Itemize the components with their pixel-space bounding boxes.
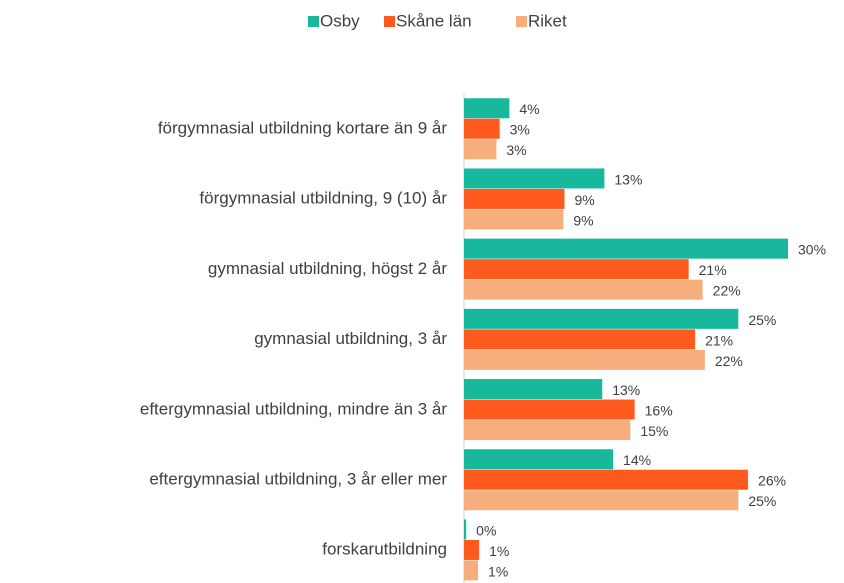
- category-label: gymnasial utbildning, 3 år: [254, 329, 447, 348]
- bar: [464, 209, 564, 230]
- bar: [464, 98, 510, 119]
- value-label: 3%: [510, 122, 530, 138]
- bar: [464, 420, 631, 441]
- value-label: 21%: [699, 262, 727, 278]
- legend-swatch: [516, 16, 527, 27]
- category-label: forskarutbildning: [322, 540, 447, 559]
- value-label: 13%: [612, 382, 640, 398]
- value-label: 21%: [705, 332, 733, 348]
- value-label: 13%: [614, 171, 642, 187]
- value-label: 25%: [748, 493, 776, 509]
- value-label: 16%: [645, 403, 673, 419]
- bar: [464, 188, 565, 209]
- legend-label: Osby: [320, 11, 360, 30]
- category-label: förgymnasial utbildning kortare än 9 år: [158, 118, 447, 137]
- bar: [464, 259, 689, 280]
- value-label: 15%: [640, 423, 668, 439]
- bar: [464, 449, 614, 470]
- value-label: 25%: [748, 312, 776, 328]
- bar: [464, 139, 497, 160]
- bar: [464, 279, 703, 300]
- bar: [464, 399, 635, 420]
- bar: [464, 469, 749, 490]
- legend-swatch: [308, 16, 319, 27]
- value-label: 14%: [623, 452, 651, 468]
- bar: [464, 379, 603, 400]
- bar: [464, 329, 696, 350]
- category-label: gymnasial utbildning, högst 2 år: [208, 259, 447, 278]
- value-label: 30%: [798, 242, 826, 258]
- category-label: eftergymnasial utbildning, mindre än 3 å…: [140, 399, 447, 418]
- value-label: 26%: [758, 473, 786, 489]
- bar: [464, 349, 705, 370]
- value-label: 1%: [489, 543, 509, 559]
- value-label: 22%: [713, 283, 741, 299]
- bar: [464, 519, 467, 540]
- bar: [464, 560, 479, 581]
- value-label: 3%: [506, 142, 526, 158]
- bar: [464, 490, 739, 511]
- legend-label: Skåne län: [396, 11, 472, 30]
- value-label: 22%: [715, 353, 743, 369]
- category-label: förgymnasial utbildning, 9 (10) år: [199, 189, 447, 208]
- legend-swatch: [384, 16, 395, 27]
- value-label: 0%: [476, 522, 496, 538]
- value-label: 1%: [488, 563, 508, 579]
- value-label: 4%: [519, 101, 539, 117]
- value-label: 9%: [574, 192, 594, 208]
- bar: [464, 238, 788, 259]
- bar: [464, 118, 500, 139]
- category-label: eftergymnasial utbildning, 3 år eller me…: [149, 469, 447, 488]
- bar: [464, 539, 480, 560]
- bar: [464, 308, 739, 329]
- bar: [464, 168, 605, 189]
- legend-label: Riket: [528, 11, 567, 30]
- value-label: 9%: [573, 212, 593, 228]
